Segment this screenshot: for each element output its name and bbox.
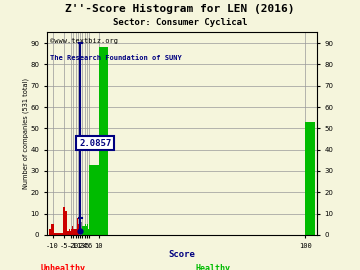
Bar [82, 226, 83, 235]
Bar [87, 226, 88, 235]
Bar [76, 228, 77, 235]
Bar [72, 226, 73, 235]
Text: The Research Foundation of SUNY: The Research Foundation of SUNY [50, 55, 181, 61]
Bar [60, 233, 63, 235]
Bar [63, 207, 65, 235]
Bar [75, 228, 76, 235]
Bar [89, 164, 99, 235]
Text: ©www.textbiz.org: ©www.textbiz.org [50, 39, 117, 45]
Bar [80, 218, 81, 235]
Text: Healthy: Healthy [196, 264, 231, 270]
Bar [70, 231, 71, 235]
Bar [71, 228, 72, 235]
Bar [54, 233, 56, 235]
Text: 2.0857: 2.0857 [79, 139, 111, 148]
Bar [305, 122, 315, 235]
Bar [49, 228, 51, 235]
Text: Z''-Score Histogram for LEN (2016): Z''-Score Histogram for LEN (2016) [65, 4, 295, 14]
Bar [65, 211, 67, 235]
Y-axis label: Number of companies (531 total): Number of companies (531 total) [22, 78, 29, 189]
Bar [84, 226, 85, 235]
X-axis label: Score: Score [168, 250, 195, 259]
Bar [86, 226, 87, 235]
Bar [78, 224, 79, 235]
Bar [85, 224, 86, 235]
Text: Unhealthy: Unhealthy [40, 264, 85, 270]
Bar [56, 233, 58, 235]
Bar [79, 222, 80, 235]
Bar [77, 218, 78, 235]
Bar [58, 233, 60, 235]
Bar [69, 228, 70, 235]
Bar [81, 222, 82, 235]
Bar [73, 228, 75, 235]
Bar [88, 228, 89, 235]
Bar [99, 47, 108, 235]
Bar [51, 224, 54, 235]
Bar [67, 231, 69, 235]
Bar [83, 226, 84, 235]
Text: Sector: Consumer Cyclical: Sector: Consumer Cyclical [113, 18, 247, 26]
